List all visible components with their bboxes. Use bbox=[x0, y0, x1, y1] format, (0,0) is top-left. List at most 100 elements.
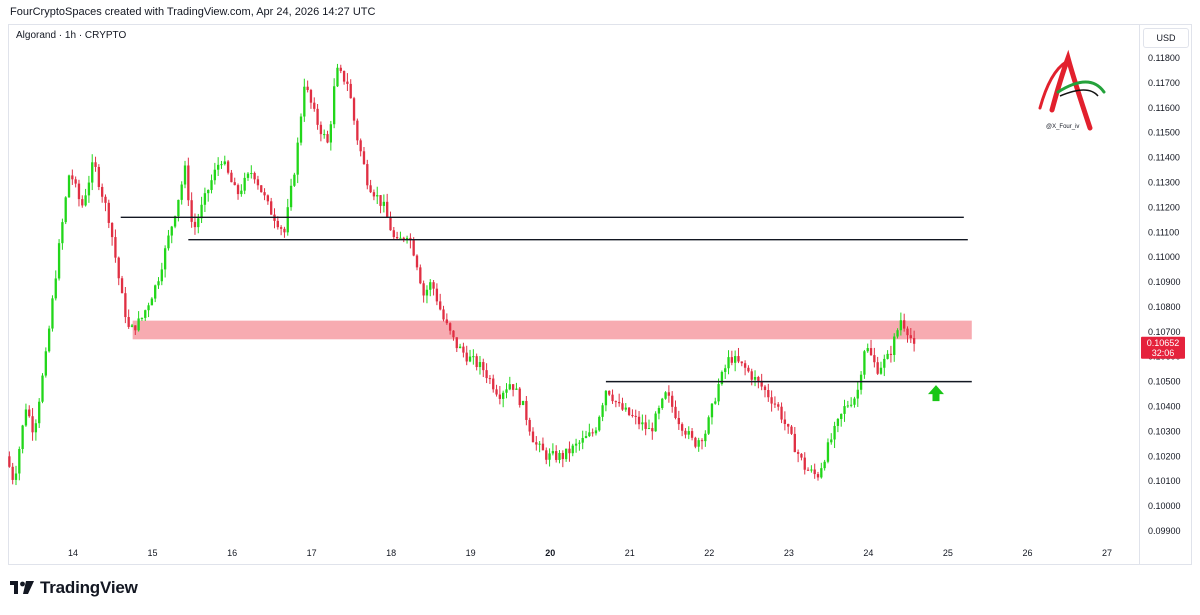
candle bbox=[750, 368, 753, 386]
candle-body bbox=[24, 409, 28, 426]
candle-body bbox=[120, 278, 124, 294]
candle bbox=[313, 97, 316, 112]
candle bbox=[160, 262, 163, 286]
candle bbox=[551, 443, 555, 456]
candle bbox=[849, 397, 853, 408]
candle-body bbox=[465, 352, 468, 362]
candle bbox=[41, 373, 44, 404]
candle-body bbox=[323, 134, 326, 136]
candle bbox=[462, 342, 465, 358]
chart-attribution: FourCryptoSpaces created with TradingVie… bbox=[10, 6, 376, 18]
candle bbox=[578, 440, 581, 451]
y-tick-label: 0.10500 bbox=[1148, 377, 1181, 387]
watermark-logo: @X_Four_iv bbox=[1038, 49, 1106, 131]
candle bbox=[714, 397, 717, 405]
candle-body bbox=[511, 384, 515, 390]
candle bbox=[187, 157, 190, 206]
candle-body bbox=[104, 196, 107, 203]
candle bbox=[740, 361, 743, 367]
candle bbox=[889, 345, 893, 363]
candle bbox=[154, 284, 157, 303]
candle bbox=[614, 400, 618, 408]
candle bbox=[485, 363, 488, 384]
candle-body bbox=[634, 415, 637, 417]
candle-body bbox=[664, 392, 667, 399]
candle bbox=[309, 88, 313, 109]
candle-body bbox=[796, 452, 800, 454]
candle-body bbox=[402, 237, 405, 240]
candle bbox=[631, 409, 634, 418]
last-price-countdown: 32:06 bbox=[1152, 348, 1175, 358]
candle-body bbox=[909, 335, 912, 339]
candle bbox=[866, 343, 869, 353]
tradingview-logo[interactable]: TradingView bbox=[10, 578, 138, 598]
candle-body bbox=[260, 185, 263, 193]
candle-body bbox=[226, 161, 230, 173]
candle-body bbox=[240, 190, 243, 195]
up-arrow-icon[interactable] bbox=[927, 385, 944, 402]
candle bbox=[260, 185, 263, 193]
resistance-zone[interactable] bbox=[132, 320, 972, 340]
candle-body bbox=[876, 362, 879, 374]
candle-body bbox=[177, 199, 180, 217]
candle bbox=[813, 463, 816, 479]
candle bbox=[492, 374, 495, 393]
candle bbox=[270, 197, 273, 215]
candle bbox=[243, 172, 246, 195]
candle bbox=[727, 350, 730, 375]
candle bbox=[637, 411, 641, 430]
candle-body bbox=[863, 351, 866, 375]
candle-body bbox=[518, 388, 521, 406]
x-tick-label: 20 bbox=[545, 548, 555, 558]
candle bbox=[475, 353, 478, 371]
candle bbox=[777, 402, 780, 411]
candle bbox=[332, 78, 336, 129]
symbol-title: Algorand · 1h · CRYPTO bbox=[16, 30, 127, 41]
candle-body bbox=[803, 457, 806, 470]
candle bbox=[724, 364, 727, 379]
y-tick-label: 0.09900 bbox=[1148, 526, 1181, 536]
candle bbox=[336, 63, 339, 88]
candle bbox=[435, 283, 439, 306]
candle bbox=[690, 428, 694, 441]
candle-body bbox=[641, 422, 644, 425]
candle bbox=[677, 410, 680, 430]
candle bbox=[104, 194, 107, 212]
candle bbox=[448, 322, 452, 335]
candle bbox=[445, 313, 448, 325]
candle-body bbox=[568, 448, 571, 454]
candle bbox=[163, 245, 167, 278]
candle-body bbox=[163, 248, 167, 270]
candle bbox=[627, 407, 631, 417]
candle-body bbox=[468, 356, 472, 362]
x-tick-label: 26 bbox=[1022, 548, 1032, 558]
candle-body bbox=[422, 283, 425, 296]
currency-button[interactable]: USD bbox=[1143, 28, 1189, 48]
candle bbox=[150, 297, 154, 306]
candle-body bbox=[435, 288, 439, 302]
candle-body bbox=[386, 201, 389, 217]
x-tick-label: 23 bbox=[784, 548, 794, 558]
candle-body bbox=[684, 430, 687, 435]
candle bbox=[806, 467, 810, 471]
candle bbox=[87, 175, 91, 203]
chart-pane[interactable] bbox=[8, 24, 1140, 565]
candle-body bbox=[263, 192, 266, 196]
candle-body bbox=[906, 328, 909, 336]
price-axis[interactable] bbox=[1140, 24, 1192, 565]
candle-body bbox=[601, 405, 604, 417]
candle-body bbox=[591, 432, 594, 434]
candle-body bbox=[445, 319, 448, 324]
candle bbox=[279, 225, 283, 236]
candle-body bbox=[362, 151, 366, 165]
candle bbox=[296, 137, 299, 184]
candle bbox=[651, 422, 654, 440]
candle-body bbox=[561, 452, 564, 460]
x-tick-label: 14 bbox=[68, 548, 78, 558]
candle bbox=[710, 403, 714, 425]
y-tick-label: 0.11300 bbox=[1148, 177, 1180, 187]
resistance-zone-layer bbox=[132, 320, 972, 340]
candle-body bbox=[694, 437, 697, 447]
candle-body bbox=[528, 419, 531, 432]
